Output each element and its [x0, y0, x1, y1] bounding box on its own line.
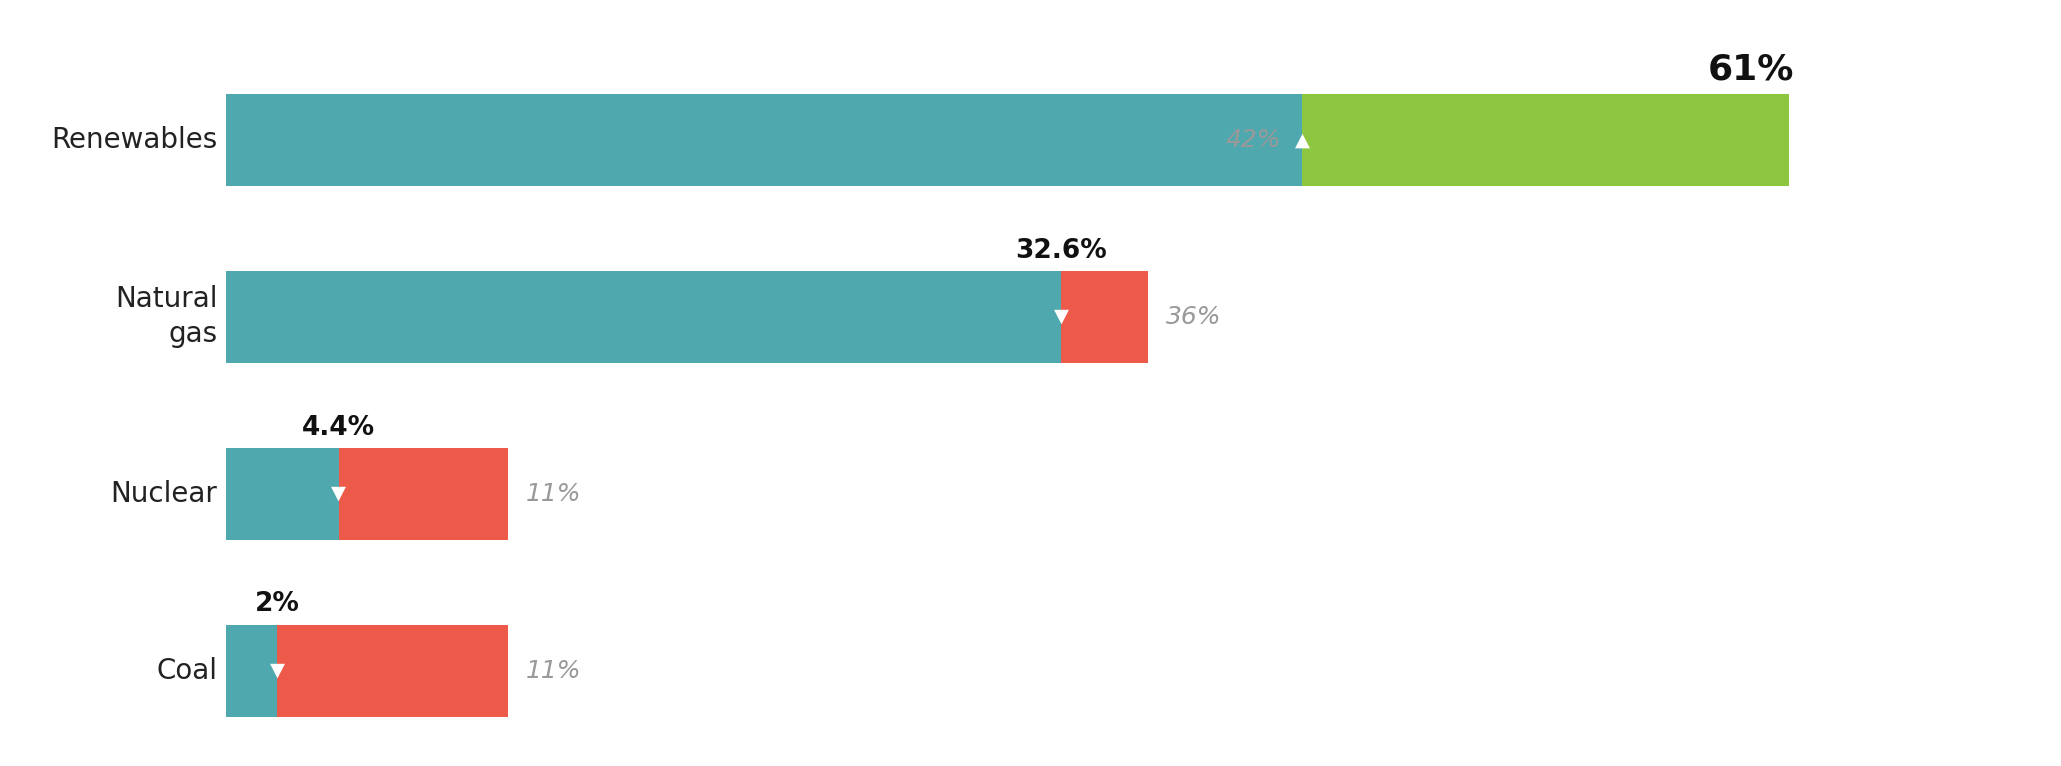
Bar: [227, 270, 1061, 362]
Bar: [1303, 93, 1789, 185]
Text: 36%: 36%: [1167, 305, 1222, 329]
Text: 4.4%: 4.4%: [303, 414, 375, 440]
Text: 61%: 61%: [1709, 53, 1795, 87]
Text: 42%: 42%: [1226, 128, 1282, 152]
Text: 11%: 11%: [526, 659, 581, 683]
Bar: [227, 93, 1303, 185]
Bar: [338, 447, 507, 539]
Bar: [278, 624, 507, 716]
Bar: [227, 447, 338, 539]
Text: ▼: ▼: [1053, 307, 1070, 326]
Text: ▼: ▼: [332, 484, 346, 503]
Text: Nuclear: Nuclear: [111, 480, 216, 508]
Bar: [227, 624, 278, 716]
Text: 11%: 11%: [526, 482, 581, 506]
Text: 32.6%: 32.6%: [1016, 237, 1107, 264]
Text: ▼: ▼: [270, 661, 284, 680]
Text: ▲: ▲: [1294, 130, 1309, 149]
Text: Coal: Coal: [157, 656, 216, 685]
Text: Natural
gas: Natural gas: [115, 286, 216, 348]
Text: 2%: 2%: [256, 591, 299, 617]
Text: Renewables: Renewables: [52, 126, 216, 154]
Bar: [1061, 270, 1148, 362]
